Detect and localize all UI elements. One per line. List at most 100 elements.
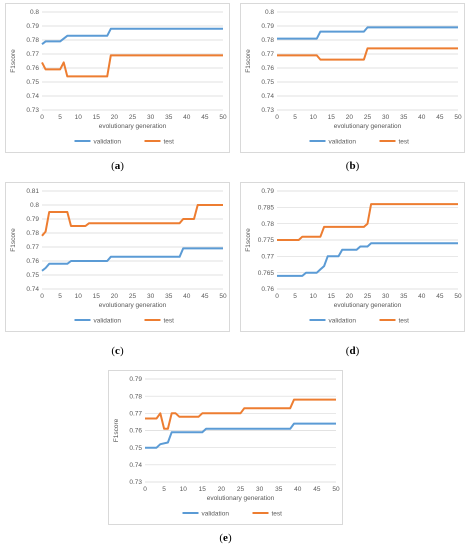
y-axis-label: F1score <box>245 228 252 252</box>
chart-svg: 0.73 0.74 0.75 0.76 0.77 0.78 0.79 0.8 0 5 10 15 20 2… <box>245 9 462 145</box>
x-axis-label: evolutionary generation <box>99 302 167 309</box>
y-tick-label: 0.77 <box>261 51 274 58</box>
series-line-test <box>277 47 458 61</box>
series-line-validation <box>277 242 458 277</box>
y-tick-label: 0.75 <box>26 79 39 86</box>
x-tick-label: 45 <box>201 293 209 300</box>
y-tick-label: 0.8 <box>30 9 39 16</box>
y-tick-label: 0.76 <box>26 65 39 72</box>
series-line-test <box>41 204 223 237</box>
x-tick-label: 0 <box>40 293 44 300</box>
legend-label-validation: validation <box>202 510 230 517</box>
x-tick-label: 0 <box>143 486 147 493</box>
x-tick-label: 35 <box>165 293 173 300</box>
x-axis-label: evolutionary generation <box>334 302 402 309</box>
chart-panel-d: 0.76 0.765 0.77 0.775 0.78 0.785 0.79 0 5 10 15 20 2… <box>240 182 465 332</box>
x-tick-label: 10 <box>310 293 318 300</box>
chart-svg: 0.76 0.765 0.77 0.775 0.78 0.785 0.79 0 5 10 15 20 2… <box>245 188 462 324</box>
x-tick-label: 35 <box>400 114 408 121</box>
x-tick-label: 35 <box>400 293 408 300</box>
x-tick-label: 45 <box>436 114 444 121</box>
x-tick-label: 25 <box>237 486 245 493</box>
series-line-validation <box>41 247 223 272</box>
legend-label-test: test <box>399 138 410 145</box>
caption-a: (a) <box>111 160 124 172</box>
y-tick-label: 0.79 <box>26 216 39 223</box>
x-tick-label: 50 <box>454 293 462 300</box>
x-tick-label: 30 <box>147 293 155 300</box>
x-tick-label: 30 <box>256 486 264 493</box>
x-tick-label: 30 <box>147 114 155 121</box>
legend-label-validation: validation <box>94 317 122 324</box>
x-tick-label: 40 <box>294 486 302 493</box>
x-tick-label: 20 <box>346 293 354 300</box>
x-tick-label: 35 <box>275 486 283 493</box>
y-tick-label: 0.79 <box>26 23 39 30</box>
y-axis-label: F1score <box>10 49 17 73</box>
y-tick-label: 0.74 <box>261 93 274 100</box>
x-tick-label: 10 <box>75 293 83 300</box>
y-tick-label: 0.78 <box>26 37 39 44</box>
x-tick-label: 20 <box>111 114 119 121</box>
x-tick-label: 50 <box>454 114 462 121</box>
y-tick-label: 0.76 <box>261 65 274 72</box>
x-tick-label: 5 <box>162 486 166 493</box>
x-tick-label: 25 <box>364 114 372 121</box>
y-tick-label: 0.77 <box>26 51 39 58</box>
y-tick-label: 0.73 <box>129 479 142 486</box>
x-tick-label: 5 <box>58 293 62 300</box>
x-tick-label: 35 <box>165 114 173 121</box>
series-line-validation <box>41 27 223 45</box>
legend-label-test: test <box>272 510 283 517</box>
y-tick-label: 0.77 <box>26 244 39 251</box>
y-tick-label: 0.81 <box>26 188 39 195</box>
y-axis-label: F1score <box>10 228 17 252</box>
y-tick-label: 0.775 <box>258 237 275 244</box>
x-tick-label: 40 <box>183 114 191 121</box>
x-tick-label: 50 <box>332 486 340 493</box>
x-tick-label: 15 <box>328 114 336 121</box>
x-tick-label: 45 <box>201 114 209 121</box>
y-tick-label: 0.73 <box>26 107 39 114</box>
x-tick-label: 0 <box>40 114 44 121</box>
series-line-validation <box>145 422 336 449</box>
x-tick-label: 25 <box>129 293 137 300</box>
y-tick-label: 0.78 <box>129 393 142 400</box>
x-tick-label: 10 <box>180 486 188 493</box>
x-tick-label: 40 <box>418 293 426 300</box>
series-line-test <box>41 54 223 78</box>
x-tick-label: 10 <box>75 114 83 121</box>
y-tick-label: 0.76 <box>261 286 274 293</box>
x-tick-label: 20 <box>346 114 354 121</box>
x-axis-label: evolutionary generation <box>99 123 167 130</box>
caption-b: (b) <box>345 160 360 172</box>
y-tick-label: 0.75 <box>26 272 39 279</box>
legend-label-validation: validation <box>94 138 122 145</box>
x-tick-label: 5 <box>293 114 297 121</box>
y-tick-label: 0.78 <box>261 37 274 44</box>
x-tick-label: 45 <box>313 486 321 493</box>
chart-panel-b: 0.73 0.74 0.75 0.76 0.77 0.78 0.79 0.8 0 5 10 15 20 2… <box>240 3 465 153</box>
y-tick-label: 0.75 <box>129 445 142 452</box>
x-tick-label: 15 <box>199 486 207 493</box>
series-line-validation <box>277 26 458 40</box>
y-axis-label: F1score <box>245 49 252 73</box>
y-tick-label: 0.79 <box>261 188 274 195</box>
y-tick-label: 0.78 <box>261 221 274 228</box>
x-tick-label: 15 <box>93 114 101 121</box>
y-tick-label: 0.765 <box>258 270 275 277</box>
y-tick-label: 0.74 <box>129 462 142 469</box>
y-tick-label: 0.79 <box>129 376 142 383</box>
y-tick-label: 0.8 <box>265 9 274 16</box>
x-tick-label: 40 <box>418 114 426 121</box>
x-tick-label: 5 <box>58 114 62 121</box>
x-tick-label: 20 <box>111 293 119 300</box>
x-tick-label: 5 <box>293 293 297 300</box>
legend-label-test: test <box>164 317 175 324</box>
y-tick-label: 0.74 <box>26 286 39 293</box>
x-axis-label: evolutionary generation <box>334 123 402 130</box>
y-tick-label: 0.79 <box>261 23 274 30</box>
x-tick-label: 15 <box>328 293 336 300</box>
legend-label-validation: validation <box>329 317 357 324</box>
y-tick-label: 0.73 <box>261 107 274 114</box>
